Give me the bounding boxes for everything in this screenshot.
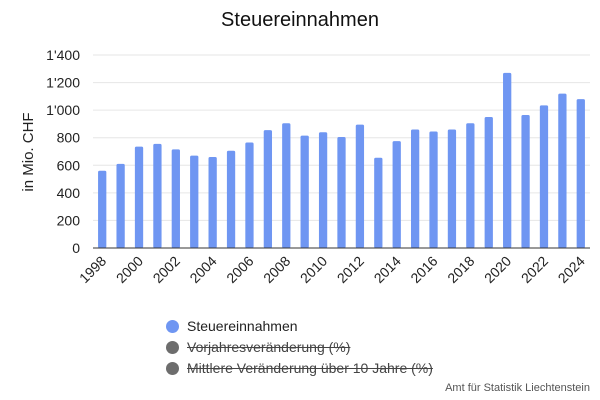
x-tick-label: 2012 — [334, 253, 367, 286]
y-tick-label: 1'400 — [46, 47, 80, 63]
x-tick-label: 2022 — [518, 253, 551, 286]
x-tick-label: 2004 — [186, 253, 219, 286]
legend: Steuereinnahmen Vorjahresveränderung (%)… — [166, 316, 433, 379]
legend-item-steuereinnahmen[interactable]: Steuereinnahmen — [166, 316, 433, 337]
x-tick-label: 2008 — [260, 253, 293, 286]
bar-1998[interactable] — [98, 170, 107, 248]
bar-2013[interactable] — [374, 157, 383, 248]
x-axis-ticks: 1998 2000 2002 2004 2006 2008 2010 2012 2014 2016… — [76, 253, 588, 286]
y-tick-label: 600 — [57, 157, 81, 173]
x-tick-label: 2000 — [113, 253, 146, 286]
bar-2017[interactable] — [447, 129, 457, 248]
bars — [98, 72, 585, 248]
y-tick-label: 1'200 — [46, 75, 80, 91]
x-tick-label: 2018 — [444, 253, 477, 286]
bar-2004[interactable] — [208, 157, 217, 248]
bar-1999[interactable] — [116, 163, 125, 248]
bar-2001[interactable] — [153, 143, 162, 248]
bar-2014[interactable] — [392, 141, 401, 248]
x-tick-label: 2024 — [555, 253, 588, 286]
steuereinnahmen-chart: Steuereinnahmen in Mio. CHF 0 200 400 600 80… — [20, 9, 590, 286]
bar-2003[interactable] — [190, 155, 199, 248]
bar-2002[interactable] — [171, 149, 180, 248]
legend-label: Steuereinnahmen — [187, 318, 298, 334]
chart-title: Steuereinnahmen — [221, 9, 379, 31]
source-credit: Amt für Statistik Liechtenstein — [445, 382, 590, 394]
x-tick-label: 1998 — [76, 253, 109, 286]
bar-2005[interactable] — [226, 150, 236, 248]
bar-2021[interactable] — [521, 114, 530, 248]
bar-2008[interactable] — [282, 123, 291, 248]
x-tick-label: 2016 — [407, 253, 440, 286]
y-tick-label: 800 — [57, 130, 81, 146]
legend-dot-icon — [166, 341, 179, 354]
bar-2009[interactable] — [300, 135, 309, 248]
bar-2020[interactable] — [503, 72, 512, 248]
bar-2015[interactable] — [410, 129, 420, 248]
x-tick-label: 2010 — [297, 253, 330, 286]
bar-2016[interactable] — [429, 131, 438, 248]
legend-label: Mittlere Veränderung über 10 Jahre (%) — [187, 360, 433, 376]
bar-2018[interactable] — [466, 123, 475, 248]
legend-dot-icon — [166, 320, 179, 333]
legend-dot-icon — [166, 362, 179, 375]
y-tick-label: 0 — [72, 240, 80, 256]
bar-2006[interactable] — [245, 142, 254, 248]
legend-label: Vorjahresveränderung (%) — [187, 339, 351, 355]
bar-2022[interactable] — [539, 105, 549, 248]
y-axis-ticks: 0 200 400 600 800 1'000 1'200 1'400 — [46, 47, 80, 256]
y-tick-label: 1'000 — [46, 102, 80, 118]
x-tick-label: 2020 — [481, 253, 514, 286]
bar-2007[interactable] — [263, 130, 273, 248]
bar-2010[interactable] — [318, 132, 328, 248]
x-tick-label: 2002 — [150, 253, 183, 286]
legend-item-vorjahresveraenderung[interactable]: Vorjahresveränderung (%) — [166, 337, 433, 358]
bar-2019[interactable] — [484, 117, 493, 248]
bar-2024[interactable] — [576, 99, 585, 248]
bar-2000[interactable] — [134, 146, 144, 248]
y-tick-label: 400 — [57, 185, 81, 201]
bar-2012[interactable] — [355, 124, 365, 248]
x-tick-label: 2014 — [370, 253, 403, 286]
bar-2023[interactable] — [558, 93, 567, 248]
bar-2011[interactable] — [337, 137, 346, 248]
y-tick-label: 200 — [57, 212, 81, 228]
legend-item-mittlere-veraenderung[interactable]: Mittlere Veränderung über 10 Jahre (%) — [166, 358, 433, 379]
y-axis-label: in Mio. CHF — [20, 112, 37, 191]
x-tick-label: 2006 — [223, 253, 256, 286]
